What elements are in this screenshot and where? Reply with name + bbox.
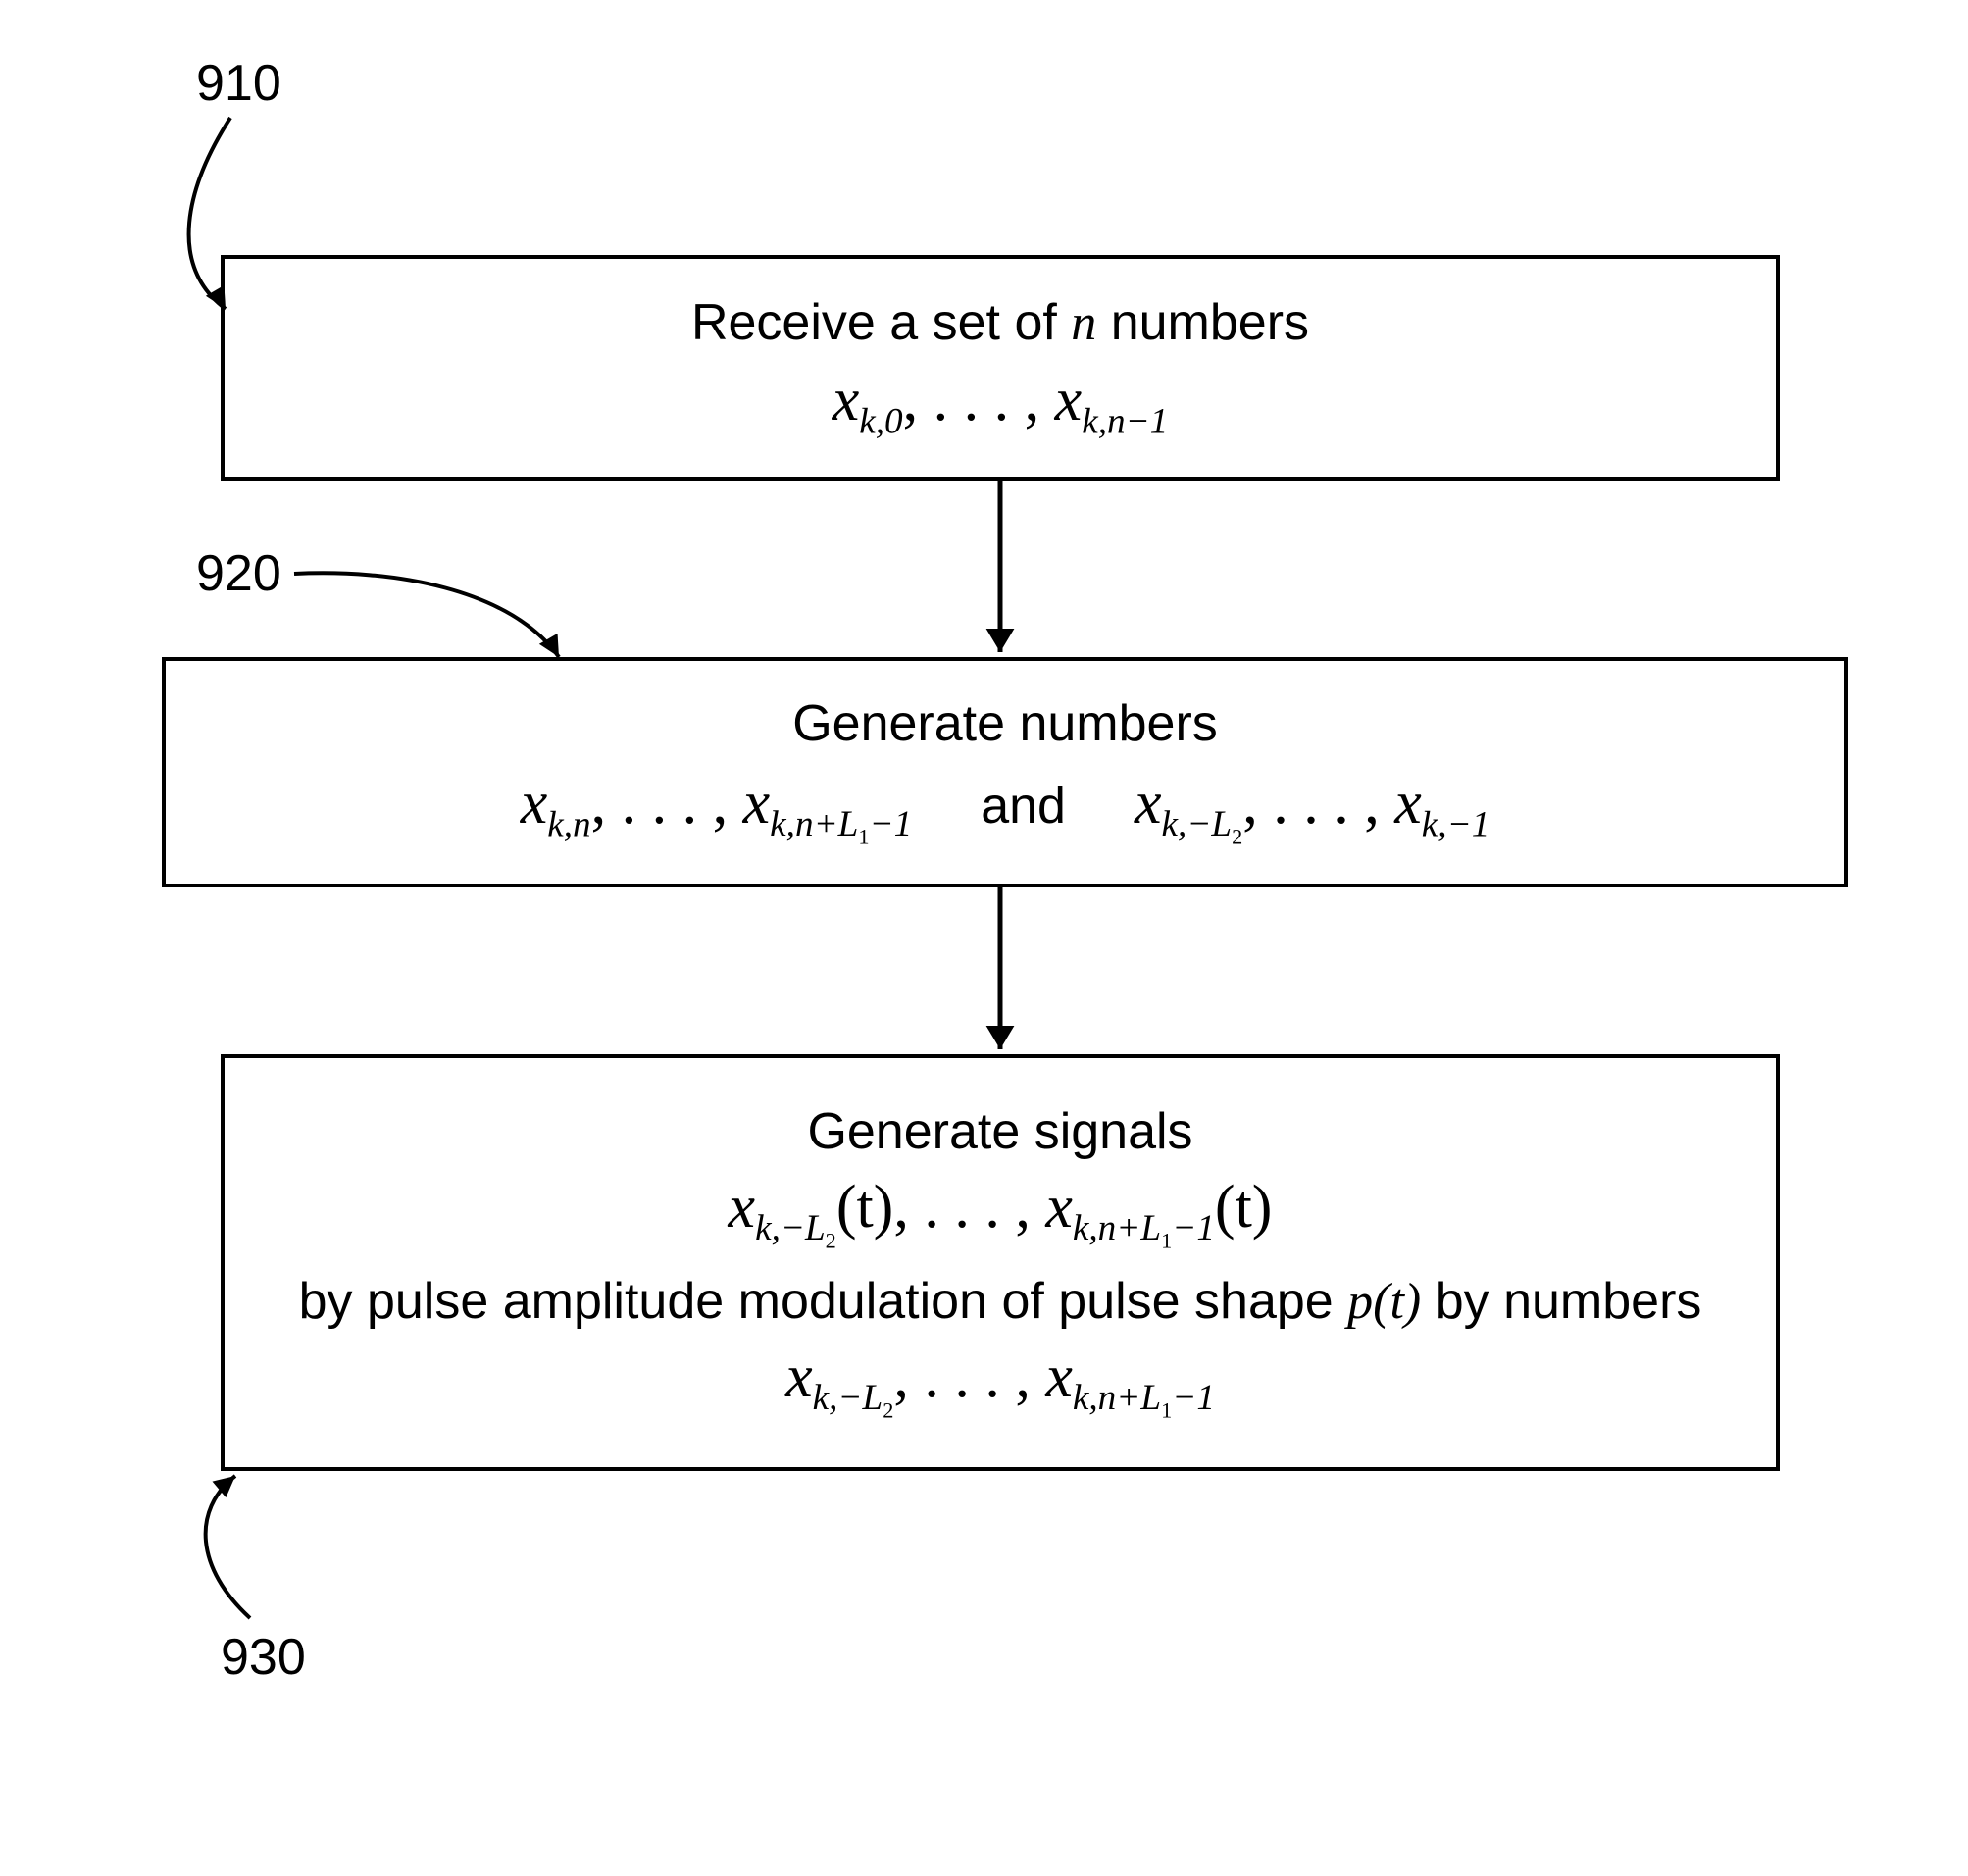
step-box-930: Generate signals xk,−L2(t), . . . , xk,n… xyxy=(221,1054,1780,1471)
step-930-title: Generate signals xyxy=(807,1102,1192,1161)
step-930-math2: xk,−L2, . . . , xk,n+L1−1 xyxy=(785,1343,1215,1424)
step-930-math1: xk,−L2(t), . . . , xk,n+L1−1(t) xyxy=(729,1173,1273,1254)
flow-arrow-2 xyxy=(0,0,1968,1876)
step-930-line3: by pulse amplitude modulation of pulse s… xyxy=(299,1272,1702,1331)
